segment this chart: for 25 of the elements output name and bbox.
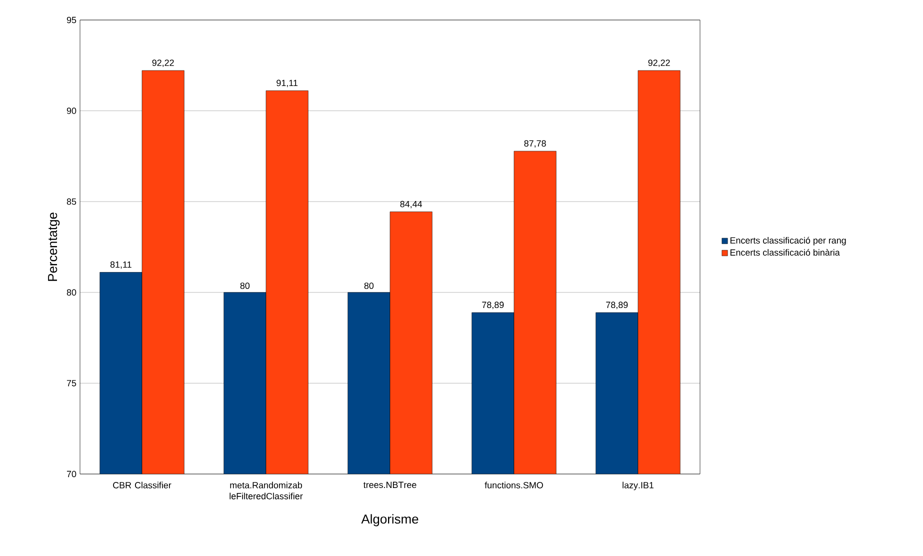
x-tick-label: meta.RandomizableFilteredClassifier: [230, 482, 303, 500]
data-label: 92,22: [648, 60, 670, 68]
data-label: 87,78: [524, 140, 546, 148]
data-label: 84,44: [400, 200, 422, 208]
data-label: 78,89: [482, 302, 504, 310]
y-tick-label: 70: [66, 470, 76, 478]
x-tick-label: lazy.IB1: [622, 482, 654, 490]
data-label: 92,22: [152, 60, 174, 68]
x-tick-label: CBR Classifier: [113, 482, 172, 488]
legend-label: Encerts classificació per rang: [730, 236, 846, 246]
y-tick-label: 95: [66, 16, 76, 24]
y-tick-label: 75: [66, 380, 76, 386]
x-tick-label: functions.SMO: [484, 482, 543, 488]
y-tick-label: 80: [66, 289, 76, 296]
data-label: 80: [364, 282, 374, 289]
x-tick-label: trees.NBTree: [363, 482, 416, 488]
x-axis-title: Algorisme: [361, 514, 418, 526]
y-tick-label: 85: [66, 198, 76, 205]
data-label: 81,11: [110, 261, 132, 269]
data-label: 91,11: [276, 80, 298, 88]
y-tick-label: 90: [66, 108, 76, 114]
data-label: 80: [240, 282, 250, 289]
legend-label: Encerts classificació binària: [730, 248, 840, 256]
data-label: 78,89: [606, 302, 628, 310]
y-axis-title: Percentatge: [48, 212, 60, 281]
